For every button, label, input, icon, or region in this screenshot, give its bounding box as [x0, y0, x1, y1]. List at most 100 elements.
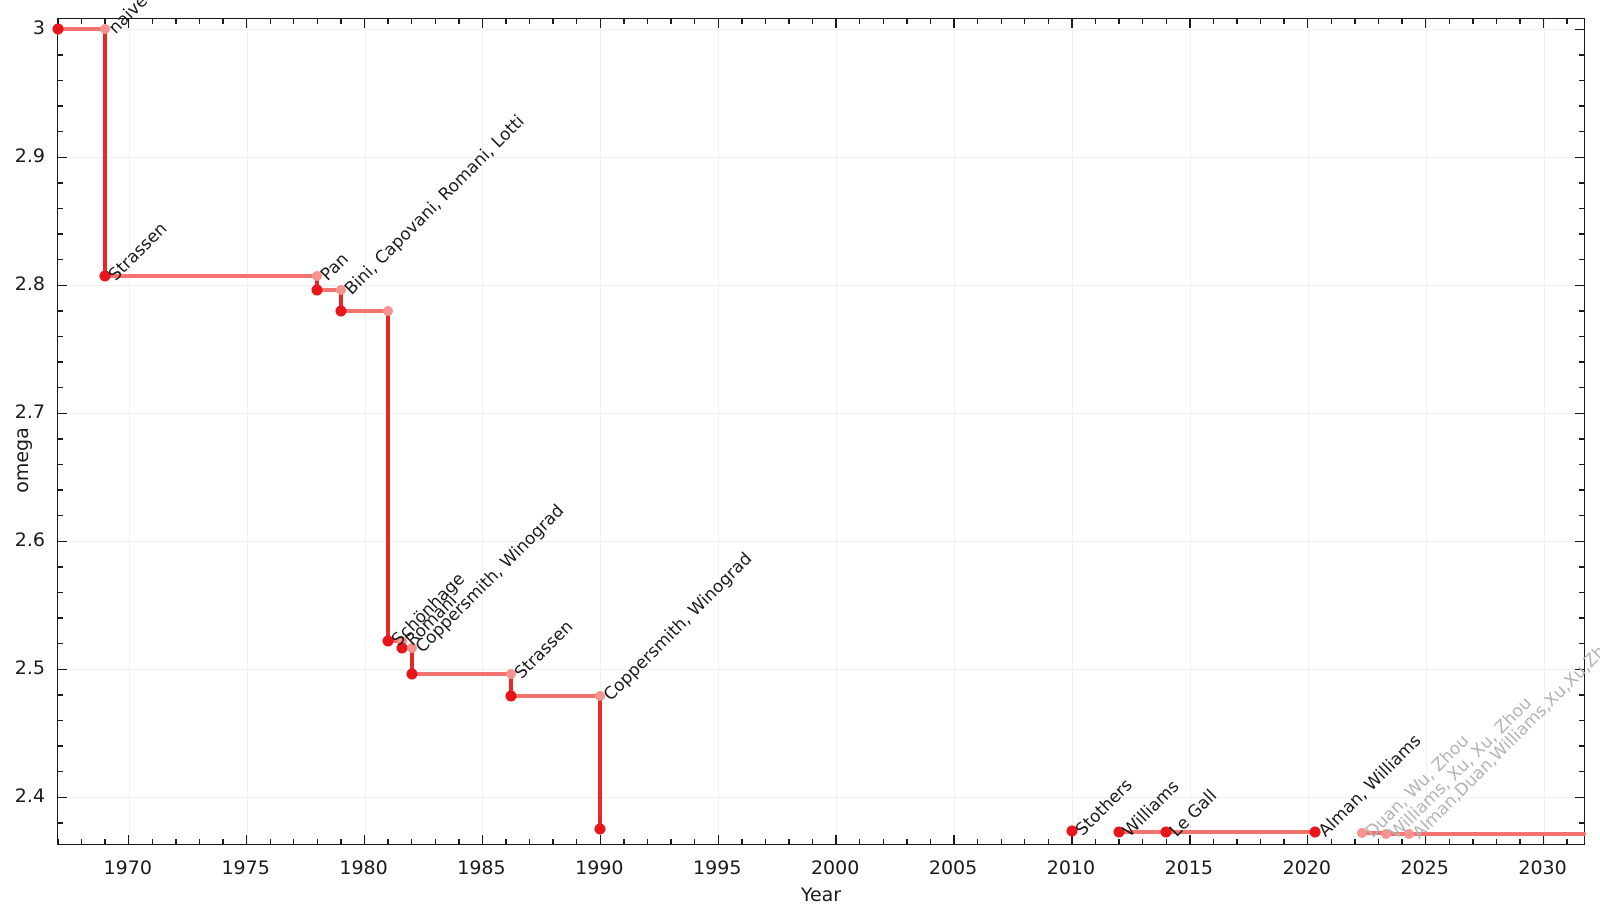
x-tick-minor [1448, 839, 1450, 844]
x-tick-major [953, 19, 955, 28]
y-tick-minor [58, 182, 63, 184]
y-tick-major [1575, 668, 1584, 671]
gridline-horizontal [58, 285, 1584, 287]
data-point-marker[interactable] [99, 270, 111, 282]
data-point-marker[interactable] [406, 642, 417, 653]
y-tick-major [1575, 284, 1584, 286]
y-tick-minor [58, 386, 63, 389]
x-tick-major [835, 835, 837, 844]
y-tick-minor [1579, 591, 1584, 594]
series-segment-horizontal[interactable] [105, 273, 318, 278]
x-tick-label: 2000 [810, 857, 860, 879]
series-segment-horizontal[interactable] [1385, 831, 1410, 836]
x-tick-minor [57, 19, 59, 24]
data-point-marker[interactable] [594, 823, 606, 835]
series-segment-horizontal[interactable] [510, 694, 601, 699]
x-tick-minor [1212, 839, 1215, 844]
y-tick-minor [1579, 719, 1584, 722]
series-segment-horizontal[interactable] [388, 639, 403, 644]
series-segment-drop[interactable] [508, 674, 513, 697]
gridline-vertical [718, 19, 720, 844]
series-segment-horizontal[interactable] [340, 308, 389, 313]
x-tick-minor [552, 19, 554, 24]
y-tick-minor [1579, 310, 1584, 312]
series-segment-horizontal[interactable] [58, 27, 106, 32]
y-tick-minor [1579, 515, 1584, 517]
x-tick-minor [788, 839, 790, 844]
x-tick-major [1071, 19, 1073, 28]
x-tick-minor [505, 839, 507, 844]
y-tick-minor [1579, 54, 1584, 56]
y-tick-minor [1579, 335, 1584, 338]
x-tick-minor [1448, 19, 1450, 24]
data-point-marker[interactable] [311, 284, 323, 296]
series-segment-drop[interactable] [386, 310, 391, 642]
point-annotation: Coppersmith, Winograd [600, 548, 757, 706]
data-point-marker[interactable] [382, 635, 394, 647]
data-point-marker[interactable] [335, 305, 347, 317]
data-point-marker[interactable] [383, 305, 394, 316]
series-segment-drop[interactable] [598, 696, 603, 829]
data-point-marker[interactable] [312, 270, 323, 281]
series-segment-horizontal[interactable] [1361, 831, 1386, 836]
data-point-marker[interactable] [1066, 825, 1078, 837]
x-tick-major [245, 19, 248, 28]
point-annotation: Pan [317, 249, 354, 285]
x-tick-label: 1975 [221, 857, 270, 879]
gridline-horizontal [58, 541, 1584, 543]
data-point-marker[interactable] [396, 642, 408, 654]
series-segment-horizontal[interactable] [1166, 830, 1315, 835]
y-tick-minor [1579, 258, 1584, 261]
x-tick-minor [175, 19, 177, 24]
x-tick-minor [764, 839, 767, 844]
data-point-marker[interactable] [1380, 828, 1391, 839]
data-point-marker[interactable] [100, 24, 111, 35]
x-tick-label: 1985 [457, 857, 506, 879]
series-segment-drop[interactable] [103, 29, 108, 276]
data-point-marker[interactable] [1309, 826, 1321, 838]
x-tick-minor [1519, 839, 1521, 844]
gridline-vertical [246, 19, 248, 844]
y-tick-minor [1579, 489, 1584, 491]
data-point-marker[interactable] [1356, 828, 1367, 839]
x-tick-minor [646, 19, 649, 24]
series-segment-horizontal[interactable] [317, 288, 341, 293]
gridline-vertical [1189, 19, 1191, 844]
data-point-marker[interactable] [335, 285, 346, 296]
y-tick-minor [1579, 207, 1584, 210]
y-tick-minor [58, 591, 63, 594]
data-point-marker[interactable] [1404, 828, 1415, 839]
data-point-marker[interactable] [397, 636, 408, 647]
data-point-marker[interactable] [1160, 826, 1172, 838]
y-tick-minor [58, 207, 63, 210]
series-segment-horizontal[interactable] [1119, 830, 1167, 835]
x-tick-minor [269, 839, 271, 844]
y-tick-minor [58, 79, 63, 82]
data-point-marker[interactable] [1113, 826, 1125, 838]
gridline-vertical [1307, 19, 1309, 844]
x-tick-major [599, 835, 602, 844]
series-segment-tail[interactable] [1409, 831, 1586, 836]
series-segment-horizontal[interactable] [411, 672, 511, 677]
data-point-marker[interactable] [505, 669, 516, 680]
x-tick-minor [1047, 839, 1050, 844]
x-tick-minor [1141, 19, 1144, 24]
data-point-marker[interactable] [406, 668, 418, 680]
x-tick-minor [693, 19, 696, 24]
y-tick-minor [1579, 463, 1584, 466]
x-tick-minor [1047, 19, 1050, 24]
x-tick-minor [1283, 19, 1285, 24]
series-segment-drop[interactable] [338, 290, 343, 311]
x-tick-minor [670, 19, 672, 24]
x-tick-minor [57, 839, 59, 844]
data-point-marker[interactable] [595, 691, 606, 702]
x-tick-minor [1330, 839, 1333, 844]
x-tick-minor [1259, 839, 1262, 844]
data-point-marker[interactable] [52, 23, 64, 35]
series-segment-drop[interactable] [409, 647, 414, 675]
x-tick-minor [387, 19, 389, 24]
x-tick-minor [1118, 19, 1120, 24]
x-tick-minor [1330, 19, 1333, 24]
data-point-marker[interactable] [505, 690, 517, 702]
series-segment-drop[interactable] [315, 275, 320, 291]
